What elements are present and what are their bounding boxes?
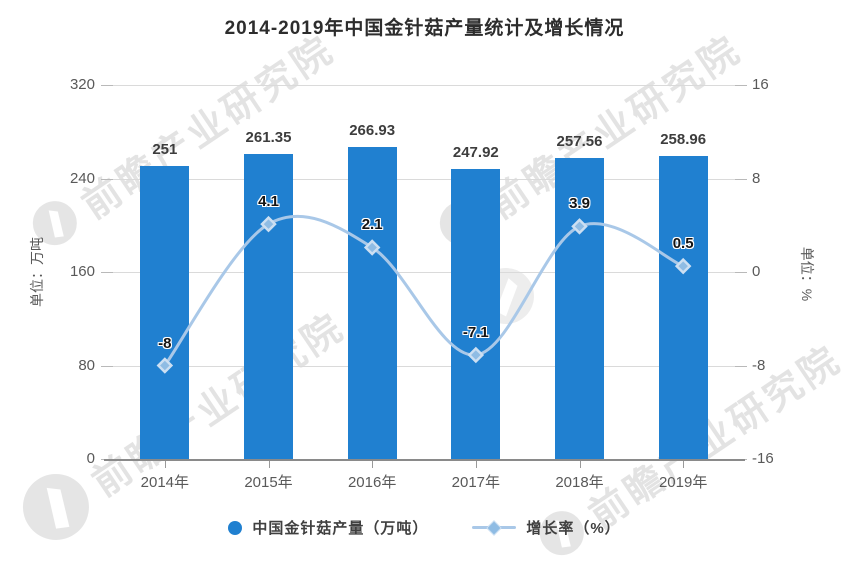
y-tick-right xyxy=(735,365,747,367)
qianzhan-logo-icon xyxy=(10,461,104,557)
bar xyxy=(347,147,397,459)
y-axis-label-right: -16 xyxy=(752,450,774,467)
bar-value-label: 261.35 xyxy=(245,128,292,146)
gridline xyxy=(113,85,735,86)
diamond-marker-icon xyxy=(486,519,503,536)
y-axis-label-right: -8 xyxy=(752,356,766,374)
line-value-label: 0.5 xyxy=(672,235,694,253)
x-tick xyxy=(268,461,270,468)
y-tick-left xyxy=(101,272,113,273)
bar xyxy=(451,169,501,459)
bar xyxy=(658,156,708,459)
y-axis-label-left: 80 xyxy=(78,356,95,374)
x-axis-label: 2019年 xyxy=(658,474,708,491)
y-axis-label-right: 0 xyxy=(752,263,761,280)
y-tick-left xyxy=(101,178,113,180)
line-series-swatch-icon xyxy=(472,519,517,536)
bar-value-label: 251 xyxy=(152,140,178,158)
y-tick-right xyxy=(735,178,747,180)
x-tick xyxy=(372,461,374,468)
bar xyxy=(140,165,190,459)
bar-value-label: 247.92 xyxy=(452,144,499,162)
y-tick-left xyxy=(101,85,113,86)
y-axis-label-right: 8 xyxy=(752,169,761,187)
x-tick xyxy=(475,461,477,468)
left-axis-title: 单位：万吨 xyxy=(29,237,45,307)
line-value-label: -7.1 xyxy=(462,323,489,341)
x-tick xyxy=(579,461,581,468)
y-tick-right xyxy=(735,272,747,273)
x-axis-label: 2018年 xyxy=(555,474,604,491)
x-axis-label: 2016年 xyxy=(347,474,397,491)
y-axis-label-left: 0 xyxy=(86,450,95,467)
right-axis-title: 单位：% xyxy=(799,246,815,302)
legend-item-growth: 增长率（%） xyxy=(472,517,620,538)
gridline xyxy=(113,365,735,367)
chart-title: 2014-2019年中国金针菇产量统计及增长情况 xyxy=(224,18,625,39)
legend: 中国金针菇产量（万吨） 增长率（%） xyxy=(0,517,849,538)
x-tick xyxy=(683,461,685,468)
y-tick-right xyxy=(735,85,747,86)
line-value-label: 3.9 xyxy=(569,195,590,213)
bar-series-swatch-icon xyxy=(228,520,243,535)
y-axis-label-right: 16 xyxy=(752,76,769,93)
legend-label-production: 中国金针菇产量（万吨） xyxy=(252,520,429,537)
bar-value-label: 257.56 xyxy=(556,132,603,150)
gridline xyxy=(113,178,735,180)
growth-line xyxy=(163,214,684,367)
x-axis-label: 2015年 xyxy=(244,474,293,491)
y-axis-label-left: 240 xyxy=(69,169,95,187)
y-tick-left xyxy=(101,365,113,367)
line-value-label: 2.1 xyxy=(361,216,383,234)
x-axis-line xyxy=(104,459,745,461)
line-value-label: 4.1 xyxy=(258,193,279,211)
y-axis-label-left: 320 xyxy=(69,76,95,93)
x-axis-label: 2014年 xyxy=(140,474,190,491)
y-axis-label-left: 160 xyxy=(69,263,95,280)
gridline xyxy=(113,272,735,273)
bar-value-label: 258.96 xyxy=(660,131,707,149)
bar-value-label: 266.93 xyxy=(349,122,396,140)
legend-label-growth: 增长率（%） xyxy=(526,520,621,537)
line-value-label: -8 xyxy=(158,334,172,352)
x-axis-label: 2017年 xyxy=(451,474,501,491)
legend-item-production: 中国金针菇产量（万吨） xyxy=(228,517,428,538)
x-tick xyxy=(164,461,166,468)
